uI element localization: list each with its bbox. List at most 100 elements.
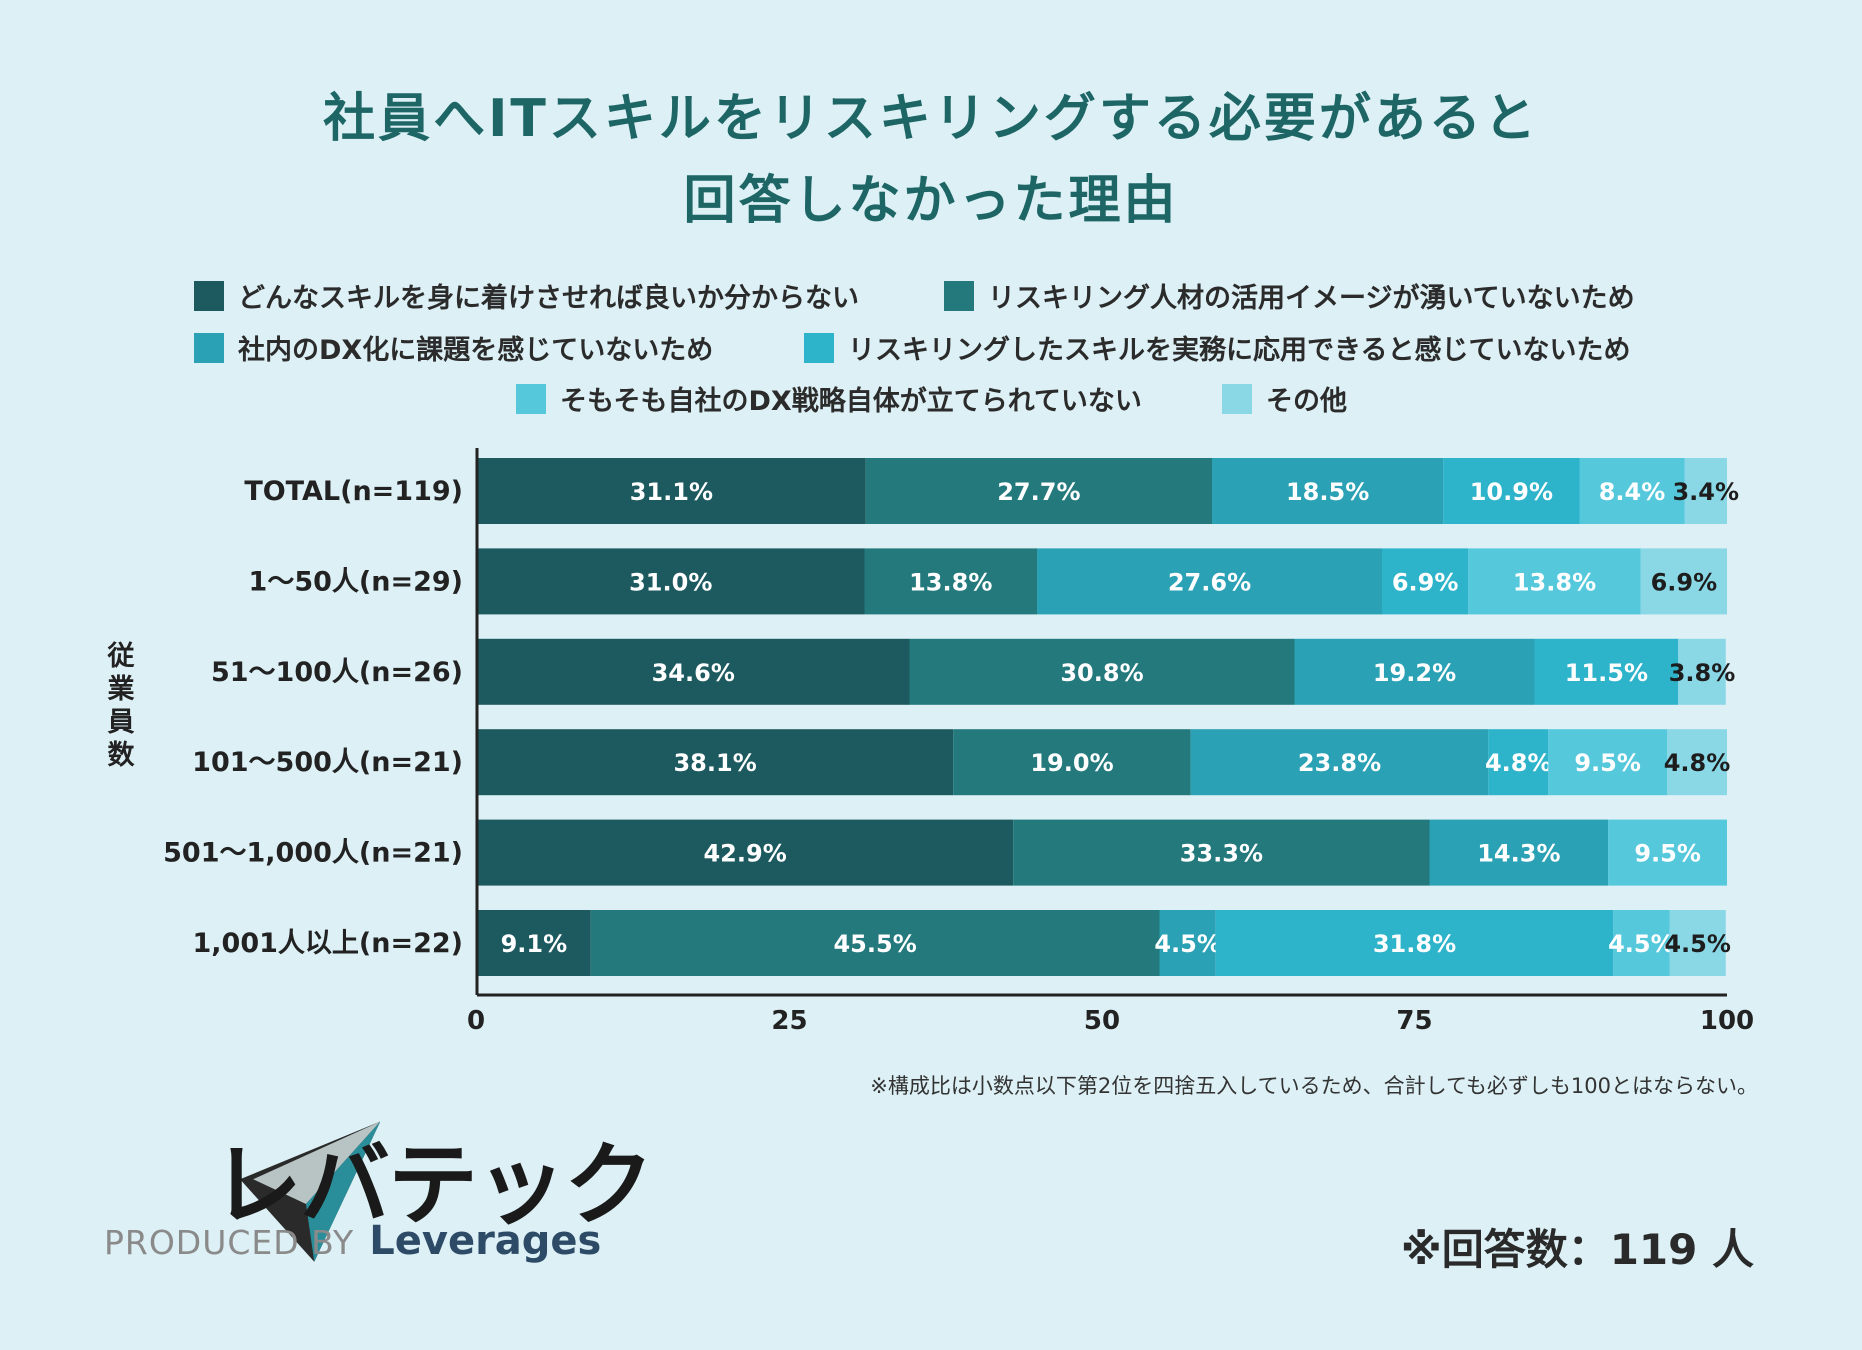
legend-item-1: どんなスキルを身に着けさせれば良いか分からない <box>194 276 859 315</box>
bar-segment <box>1382 548 1469 615</box>
bar-segment <box>1678 638 1726 705</box>
bar-value-label: 6.9% <box>1392 568 1459 596</box>
bar-value-label: 3.4% <box>1672 478 1739 506</box>
legend-item-5: そもそも自社のDX戦略自体が立てられていない <box>516 379 1142 418</box>
bar-value-label: 4.5% <box>1664 930 1731 958</box>
bar-value-label: 13.8% <box>1513 568 1596 596</box>
bar-value-label: 30.8% <box>1060 659 1143 687</box>
bar-segment <box>1215 910 1614 976</box>
bar-segment <box>477 910 591 976</box>
chart-title: 社員へITスキルをリスキリングする必要があると 回答しなかった理由 <box>0 78 1862 242</box>
bar-segment <box>477 458 866 524</box>
legend-swatch <box>804 332 834 363</box>
bar-value-label: 9.1% <box>501 930 568 958</box>
legend-swatch <box>194 280 224 311</box>
bar-value-label: 13.8% <box>909 568 992 596</box>
produced-by-label: PRODUCED BY <box>104 1223 355 1262</box>
legend-swatch <box>944 280 974 311</box>
bar-value-label: 8.4% <box>1599 478 1666 506</box>
x-tick-label: 100 <box>1700 1006 1754 1036</box>
x-tick-label: 75 <box>1396 1006 1432 1036</box>
legend-item-3: 社内のDX化に課題を感じていないため <box>194 328 713 367</box>
bar-value-label: 11.5% <box>1565 659 1648 687</box>
bar-segment <box>477 729 954 796</box>
bar-chart: TOTAL(n=119) 31.1% 27.7% 18.5% 10.9% 8.4% 3.4%… <box>163 448 1754 1036</box>
bar-value-label: 19.2% <box>1373 659 1456 687</box>
bar-segment <box>477 548 865 615</box>
category-label: 1〜50人(n=29) <box>249 566 463 597</box>
bar-segment <box>953 729 1191 796</box>
bar-value-label: 3.8% <box>1669 659 1736 687</box>
bar-segment <box>1159 910 1216 976</box>
leverages-logo-icon <box>240 1121 381 1262</box>
bar-segment <box>1579 458 1685 524</box>
bar-value-label: 42.9% <box>703 840 786 868</box>
bar-value-label: 9.5% <box>1634 840 1701 868</box>
legend-swatch <box>516 383 546 414</box>
bar-segment <box>1190 729 1489 796</box>
x-tick-label: 25 <box>771 1006 807 1036</box>
bar-segment <box>590 910 1160 976</box>
bar-value-label: 18.5% <box>1286 478 1369 506</box>
bar-value-label: 10.9% <box>1470 478 1553 506</box>
bar-value-label: 4.8% <box>1664 749 1731 777</box>
chart-title-line1: 社員へITスキルをリスキリングする必要があると <box>323 89 1539 149</box>
category-label: 101〜500人(n=21) <box>192 747 463 778</box>
bar-segment <box>477 638 910 705</box>
bar-segment <box>1548 729 1667 796</box>
bar-segment <box>864 548 1037 615</box>
category-label: 1,001人以上(n=22) <box>192 928 463 959</box>
bar-segment <box>909 638 1295 705</box>
bar-value-label: 33.3% <box>1180 840 1263 868</box>
bar-value-label: 9.5% <box>1574 749 1641 777</box>
category-label: 51〜100人(n=26) <box>211 657 463 688</box>
legend-item-4: リスキリングしたスキルを実務に応用できると感じていないため <box>804 328 1630 367</box>
produced-by: PRODUCED BY Leverages <box>104 1218 601 1264</box>
y-axis-title: 従業員数 <box>107 641 135 771</box>
bar-value-label: 4.5% <box>1608 930 1675 958</box>
legend-item-6: その他 <box>1222 379 1347 418</box>
legend-label: リスキリング人材の活用イメージが湧いていないため <box>988 283 1635 314</box>
respondent-count: ※回答数：119 人 <box>1400 1225 1754 1274</box>
bar-segment <box>1613 910 1670 976</box>
bar-value-label: 31.8% <box>1373 930 1456 958</box>
legend-swatch <box>194 332 224 363</box>
bar-segment <box>1667 729 1727 796</box>
legend-label: 社内のDX化に課題を感じていないため <box>238 335 714 366</box>
bar-value-label: 23.8% <box>1298 749 1381 777</box>
chart-title-line2: 回答しなかった理由 <box>683 171 1179 231</box>
bar-segment <box>1212 458 1444 524</box>
bar-segment <box>1488 729 1549 796</box>
legend-label: そもそも自社のDX戦略自体が立てられていない <box>560 386 1142 417</box>
bar-value-label: 31.0% <box>629 568 712 596</box>
category-label: TOTAL(n=119) <box>244 476 463 507</box>
bar-value-label: 4.8% <box>1485 749 1552 777</box>
bar-segment <box>1013 819 1430 886</box>
bar-value-label: 14.3% <box>1477 840 1560 868</box>
legend-label: その他 <box>1266 386 1347 417</box>
legend-label: どんなスキルを身に着けさせれば良いか分からない <box>238 283 859 314</box>
bar-segment <box>1468 548 1641 615</box>
bar-segment <box>865 458 1212 524</box>
legend-swatch <box>1222 383 1252 414</box>
bar-value-label: 27.7% <box>997 478 1080 506</box>
bar-value-label: 4.5% <box>1154 930 1221 958</box>
bar-value-label: 31.1% <box>630 478 713 506</box>
logo-brand-text: レバテック <box>212 1133 654 1238</box>
footnote: ※構成比は小数点以下第2位を四捨五入しているため、合計しても必ずしも100とはな… <box>870 1074 1758 1098</box>
bar-segment <box>1684 458 1727 524</box>
x-tick-label: 50 <box>1084 1006 1120 1036</box>
bar-value-label: 19.0% <box>1030 749 1113 777</box>
bar-segment <box>1037 548 1382 615</box>
bar-value-label: 45.5% <box>833 930 916 958</box>
x-tick-label: 0 <box>467 1006 485 1036</box>
legend-label: リスキリングしたスキルを実務に応用できると感じていないため <box>848 335 1631 366</box>
bar-value-label: 6.9% <box>1651 568 1718 596</box>
bar-value-label: 27.6% <box>1168 568 1251 596</box>
bar-segment <box>1443 458 1580 524</box>
bar-segment <box>1669 910 1726 976</box>
company-name: Leverages <box>369 1218 602 1264</box>
bar-segment <box>477 819 1014 886</box>
legend-item-2: リスキリング人材の活用イメージが湧いていないため <box>944 276 1635 315</box>
bar-segment <box>1608 819 1727 886</box>
